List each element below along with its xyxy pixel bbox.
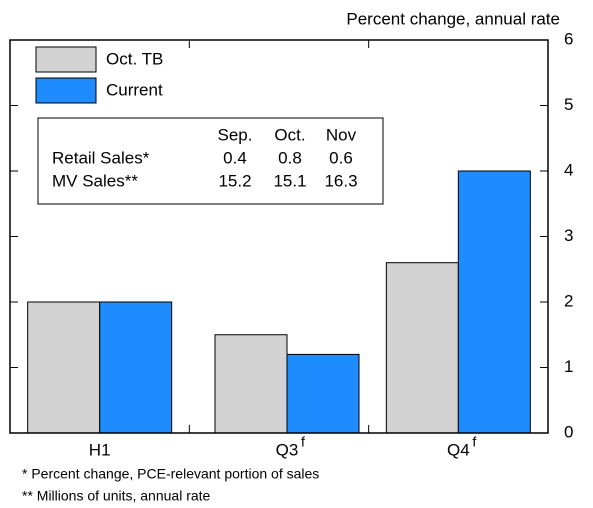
legend-swatch [35, 77, 97, 104]
table-cell: 0.6 [329, 148, 353, 167]
y-tick-label: 6 [564, 29, 573, 48]
inset-box [37, 117, 384, 205]
table-cell: 16.3 [324, 171, 357, 190]
y-tick-label: 3 [564, 226, 573, 245]
footnote: * Percent change, PCE-relevant portion o… [22, 466, 319, 482]
legend-label: Oct. TB [106, 49, 163, 68]
table-cell: 0.8 [278, 148, 302, 167]
x-tick-superscript: f [301, 434, 305, 450]
x-tick-label: H1 [89, 440, 111, 459]
y-tick-label: 5 [564, 95, 573, 114]
x-tick-superscript: f [472, 434, 476, 450]
x-tick-label: Q4 [447, 440, 470, 459]
table-cell: 15.1 [273, 171, 306, 190]
bar [99, 301, 173, 434]
table-header: Sep. [218, 125, 253, 144]
bar [214, 334, 288, 434]
table-cell: 0.4 [223, 148, 247, 167]
table-header: Nov [326, 125, 357, 144]
chart-title: Percent change, annual rate [346, 9, 560, 28]
legend-label: Current [106, 80, 163, 99]
bar [27, 301, 101, 434]
table-row-label: MV Sales** [52, 171, 138, 190]
bar [385, 262, 459, 434]
y-tick-label: 1 [564, 357, 573, 376]
table-row-label: Retail Sales* [52, 148, 150, 167]
footnote: ** Millions of units, annual rate [22, 488, 211, 504]
plot-frame [9, 39, 549, 434]
bar [286, 353, 360, 434]
x-tick-label: Q3 [276, 440, 299, 459]
bar [457, 170, 531, 434]
y-tick-label: 2 [564, 291, 573, 310]
table-cell: 15.2 [218, 171, 251, 190]
y-tick-label: 0 [564, 422, 573, 441]
legend-swatch [35, 46, 97, 73]
y-tick-label: 4 [564, 160, 573, 179]
table-header: Oct. [274, 125, 305, 144]
